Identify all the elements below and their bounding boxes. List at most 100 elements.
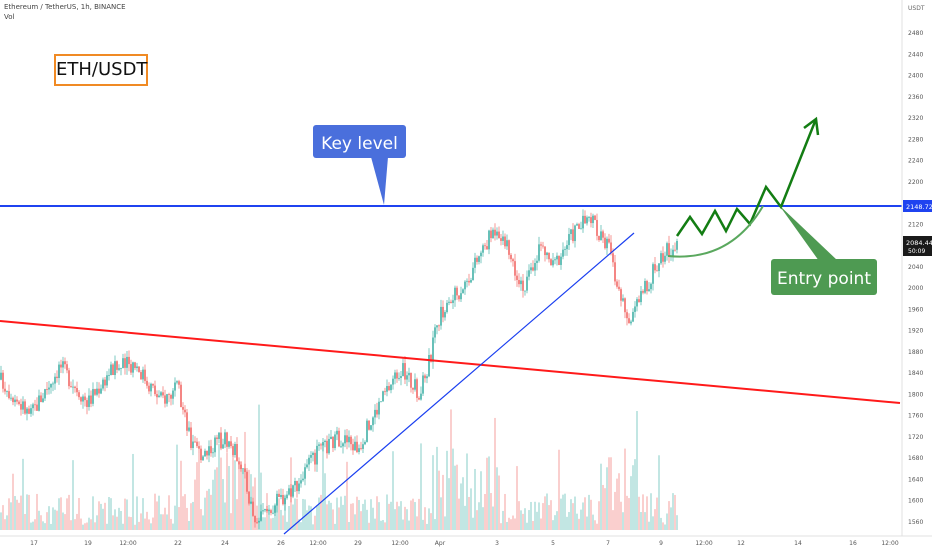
candle-body xyxy=(656,270,658,272)
candle-body xyxy=(554,259,556,261)
volume-bar xyxy=(170,518,172,530)
candle-body xyxy=(10,397,12,399)
volume-bar xyxy=(212,479,214,530)
candle-body xyxy=(416,379,418,398)
volume-bar xyxy=(542,503,544,530)
candle-body xyxy=(428,354,430,377)
volume-bar xyxy=(462,477,464,530)
volume-bar xyxy=(140,513,142,530)
volume-bar xyxy=(288,506,290,530)
candle-body xyxy=(478,256,480,262)
candle-body xyxy=(588,217,590,218)
volume-bar xyxy=(450,409,452,530)
candle-body xyxy=(46,389,48,390)
candle-body xyxy=(566,245,568,250)
candle-body xyxy=(316,445,318,465)
candle-body xyxy=(614,262,616,282)
volume-label[interactable]: Vol xyxy=(4,13,15,21)
volume-bar xyxy=(12,473,14,530)
candle-body xyxy=(186,412,188,431)
candle-body xyxy=(596,219,598,236)
volume-bar xyxy=(126,499,128,530)
entry-point-text: Entry point xyxy=(777,269,871,289)
volume-bar xyxy=(592,514,594,530)
volume-bar xyxy=(552,520,554,530)
candle-body xyxy=(166,394,168,404)
price-axis[interactable]: 1560 1600 1640 1680 1720 1760 1800 1840 1880 1920… xyxy=(901,0,925,536)
candle-body xyxy=(164,395,166,404)
volume-bar xyxy=(68,494,70,530)
volume-bar xyxy=(204,497,206,530)
volume-bar xyxy=(404,506,406,530)
candle-body xyxy=(498,231,500,239)
symbol-title[interactable]: Ethereum / TetherUS, 1h, BINANCE xyxy=(4,3,126,11)
candle-body xyxy=(252,501,254,516)
volume-bar xyxy=(646,496,648,530)
volume-bar xyxy=(494,417,496,530)
candle-body xyxy=(130,364,132,373)
volume-bar xyxy=(350,503,352,530)
candle-body xyxy=(602,231,604,238)
candle-body xyxy=(450,301,452,303)
volume-bar xyxy=(504,493,506,530)
volume-bar xyxy=(168,495,170,530)
candle-body xyxy=(162,392,164,396)
y-tick-label: 1880 xyxy=(908,349,923,356)
volume-bar xyxy=(550,500,552,530)
volume-bar xyxy=(138,521,140,530)
candle-body xyxy=(530,267,532,271)
volume-bar xyxy=(446,450,448,530)
volume-bar xyxy=(224,502,226,530)
volume-bar xyxy=(244,431,246,530)
volume-bar xyxy=(286,521,288,530)
y-tick-label: 1960 xyxy=(908,306,923,313)
candle-body xyxy=(434,327,436,338)
volume-bar xyxy=(510,519,512,530)
volume-bar xyxy=(124,498,126,530)
volume-bar xyxy=(602,484,604,530)
candle-body xyxy=(204,450,206,457)
candle-body xyxy=(534,262,536,271)
candle-body xyxy=(96,388,98,395)
candle-body xyxy=(178,381,180,385)
time-axis[interactable]: 17 19 12:00 22 24 26 12:00 29 12:00 Apr 3 5 7 9 12:00 1… xyxy=(0,535,932,547)
candle-body xyxy=(660,253,662,264)
candle-body xyxy=(330,436,332,439)
y-tick-label: 2400 xyxy=(908,73,923,80)
volume-bar xyxy=(512,515,514,530)
volume-bar xyxy=(308,505,310,530)
candle-body xyxy=(544,246,546,256)
blue-trendline[interactable] xyxy=(283,232,635,535)
candle-body xyxy=(26,408,28,414)
candle-body xyxy=(76,388,78,393)
candle-body xyxy=(302,478,304,481)
volume-bar xyxy=(674,494,676,530)
candle-body xyxy=(266,509,268,512)
x-tick-label: Apr xyxy=(435,540,446,547)
candle-body xyxy=(40,395,42,403)
volume-bar xyxy=(220,457,222,530)
candle-body xyxy=(432,337,434,362)
candle-body xyxy=(154,385,156,395)
y-tick-label: 2000 xyxy=(908,285,923,292)
volume-bar xyxy=(144,518,146,530)
red-trendline[interactable] xyxy=(0,320,901,404)
volume-bar xyxy=(90,519,92,530)
candle-body xyxy=(654,264,656,271)
volume-bar xyxy=(558,449,560,530)
candle-body xyxy=(476,257,478,262)
volume-bar xyxy=(254,477,256,530)
volume-bar xyxy=(228,466,230,530)
volume-bar xyxy=(500,523,502,530)
candle-body xyxy=(256,522,258,524)
volume-bar xyxy=(270,518,272,530)
candle-body xyxy=(140,372,142,380)
volume-bar xyxy=(568,512,570,530)
volume-bar xyxy=(638,496,640,530)
candle-body xyxy=(312,452,314,456)
candle-body xyxy=(100,388,102,394)
volume-bar xyxy=(208,488,210,530)
key-level-value: 2148.72 xyxy=(906,203,932,211)
forecast-path xyxy=(675,118,818,237)
